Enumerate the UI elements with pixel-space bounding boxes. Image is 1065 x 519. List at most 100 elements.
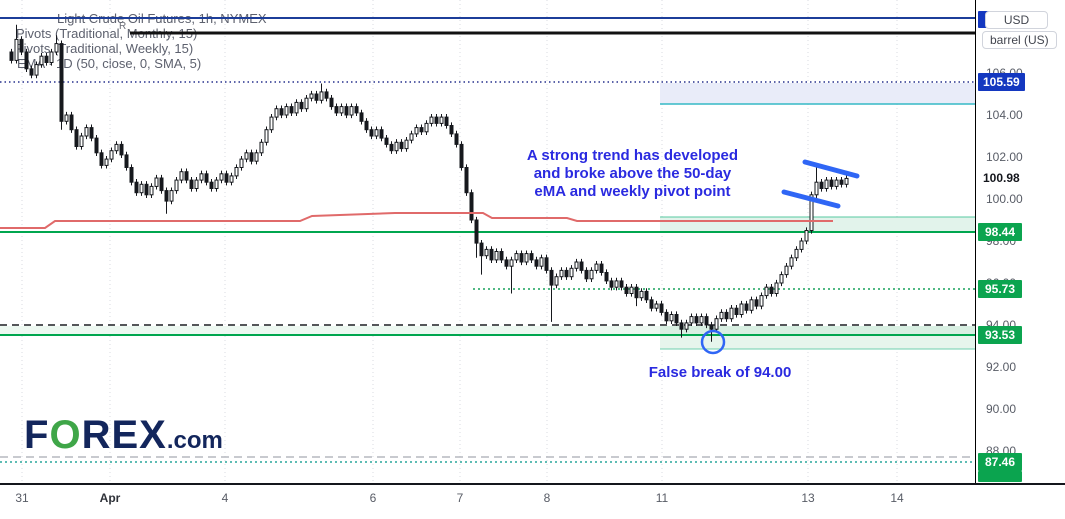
resistance-band-105[interactable] bbox=[660, 83, 975, 104]
candle-body bbox=[129, 167, 134, 183]
candle-body bbox=[749, 299, 754, 311]
candle-body bbox=[494, 251, 499, 261]
legend-pivots-monthly[interactable]: Pivots (Traditional, Monthly, 15) bbox=[16, 26, 198, 41]
candle-body bbox=[249, 152, 254, 162]
candle-body bbox=[759, 295, 764, 307]
candle-body bbox=[704, 316, 709, 326]
candle-body bbox=[649, 299, 654, 309]
candle-body bbox=[314, 93, 319, 101]
candle-body bbox=[439, 116, 444, 124]
unit-barrel-box[interactable]: barrel (US) bbox=[982, 31, 1057, 49]
candle-body bbox=[779, 274, 784, 284]
candle-body bbox=[769, 286, 774, 295]
candle-body bbox=[569, 267, 574, 278]
time-axis[interactable]: 31 Apr 4 6 7 8 11 13 14 bbox=[0, 483, 1065, 519]
candle-body bbox=[509, 259, 514, 267]
band-94-93.53-full[interactable] bbox=[0, 326, 975, 335]
candle-body bbox=[479, 242, 484, 257]
candle-body bbox=[609, 280, 614, 288]
candle-body bbox=[404, 139, 409, 150]
candle-body bbox=[739, 303, 744, 315]
candle-body bbox=[469, 192, 474, 221]
unit-currency-box[interactable]: USD bbox=[985, 11, 1048, 29]
forex-logo: FOREX.com bbox=[24, 413, 223, 458]
false-break-annotation-text[interactable]: False break of 94.00 bbox=[648, 364, 792, 381]
candle-body bbox=[209, 181, 214, 189]
chart-canvas[interactable] bbox=[0, 0, 975, 483]
candle-body bbox=[834, 179, 839, 187]
candle-body bbox=[194, 179, 199, 190]
candle-body bbox=[224, 173, 229, 183]
candle-body bbox=[9, 51, 14, 61]
candle-body bbox=[169, 190, 174, 202]
price-tick-label: 104.00 bbox=[986, 108, 1023, 122]
candle-body bbox=[184, 171, 189, 181]
candle-body bbox=[579, 261, 584, 271]
trend-annotation-text[interactable]: A strong trend has developed and broke a… bbox=[526, 147, 739, 200]
candle-body bbox=[29, 68, 34, 76]
logo-f: F bbox=[24, 413, 50, 457]
candle-body bbox=[729, 307, 734, 320]
candle-body bbox=[429, 116, 434, 124]
last-price-label: 100.98 bbox=[983, 171, 1020, 185]
candle-body bbox=[464, 167, 469, 194]
candle-body bbox=[344, 106, 349, 116]
ema-50d-line[interactable] bbox=[0, 212, 833, 229]
candle-body bbox=[384, 137, 389, 145]
candle-body bbox=[374, 129, 379, 137]
logo-o-lightning: O bbox=[49, 413, 82, 457]
candle-body bbox=[339, 106, 344, 114]
candle-body bbox=[444, 116, 449, 126]
pivot-band-98.44[interactable] bbox=[660, 217, 975, 232]
candle-body bbox=[694, 316, 699, 324]
candle-body bbox=[589, 269, 594, 280]
trend-line-lower[interactable] bbox=[781, 189, 841, 209]
candle-body bbox=[674, 314, 679, 324]
candle-body bbox=[554, 276, 559, 286]
logo-rex: REX bbox=[81, 413, 167, 457]
candle-body bbox=[699, 316, 704, 324]
logo-dotcom: .com bbox=[166, 427, 223, 454]
price-tick-label: 92.00 bbox=[986, 360, 1017, 374]
candle-body bbox=[154, 177, 159, 187]
candle-body bbox=[624, 286, 629, 295]
candle-body bbox=[519, 253, 524, 263]
candle-body bbox=[734, 307, 739, 316]
candle-body bbox=[504, 259, 509, 267]
candle-body bbox=[719, 311, 724, 320]
candle-body bbox=[619, 280, 624, 288]
candle-body bbox=[199, 173, 204, 181]
candle-body bbox=[419, 127, 424, 133]
candle-body bbox=[319, 91, 324, 101]
trend-line-upper[interactable] bbox=[802, 159, 860, 179]
band-93.53-92.9[interactable] bbox=[660, 335, 975, 349]
false-break-circle[interactable] bbox=[700, 329, 726, 355]
candle-body bbox=[144, 183, 149, 196]
pivot-price-badge: 95.73 bbox=[978, 280, 1022, 298]
candle-body bbox=[109, 150, 114, 160]
candle-body bbox=[24, 51, 29, 70]
candle-body bbox=[614, 280, 619, 288]
candle-body bbox=[489, 248, 494, 261]
candle-body bbox=[594, 263, 599, 271]
candle-body bbox=[539, 257, 544, 267]
candle-body bbox=[544, 257, 549, 271]
pivot-price-badge: 87.46 bbox=[978, 453, 1022, 471]
partial-price-badge bbox=[978, 471, 1022, 482]
candle-body bbox=[824, 179, 829, 190]
candle-body bbox=[804, 230, 809, 242]
candle-body bbox=[34, 64, 39, 76]
band-94-93.53-week[interactable] bbox=[660, 326, 975, 335]
candle-body bbox=[634, 286, 639, 299]
candle-body bbox=[654, 303, 659, 309]
pivot-price-badge: 93.53 bbox=[978, 326, 1022, 344]
candle-body bbox=[784, 265, 789, 276]
candle-body bbox=[214, 179, 219, 190]
candles-layer[interactable] bbox=[9, 24, 849, 342]
candle-body bbox=[59, 43, 64, 122]
price-axis[interactable]: 106.00104.00102.00100.0098.0096.0094.009… bbox=[975, 0, 1065, 483]
candle-body bbox=[799, 240, 804, 250]
candle-body bbox=[714, 318, 719, 330]
candle-body bbox=[149, 185, 154, 196]
